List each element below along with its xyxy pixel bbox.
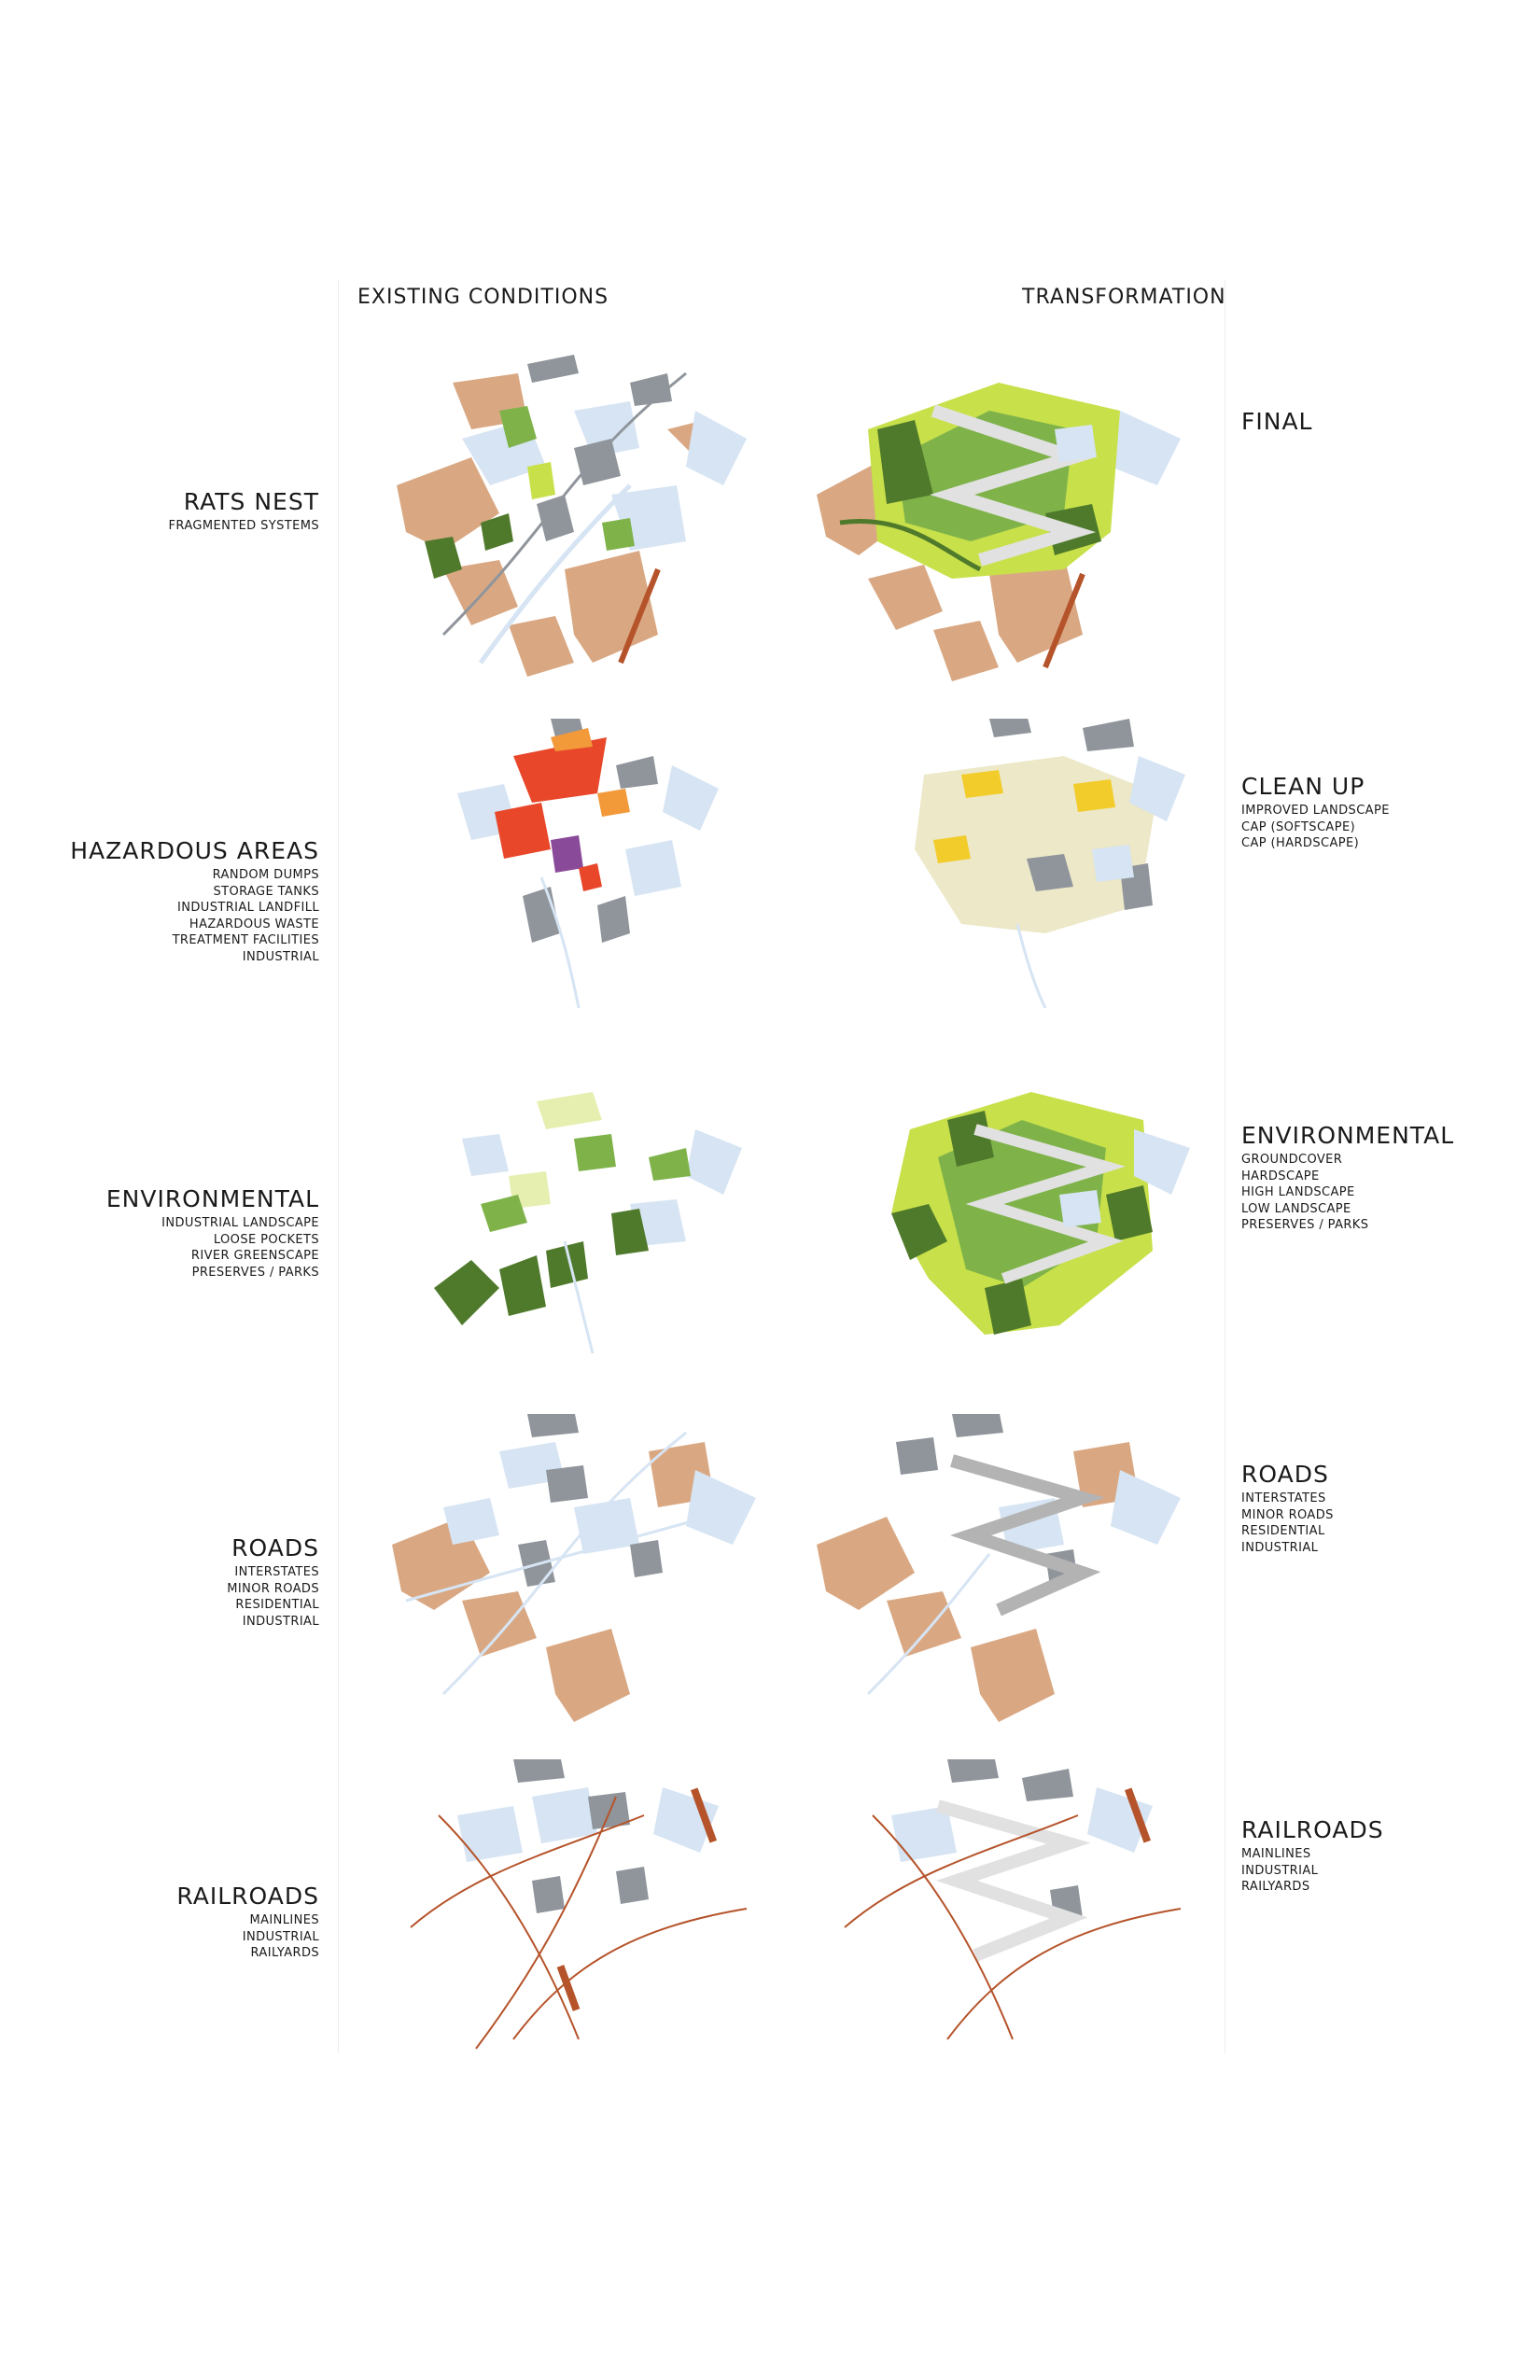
water-bodies <box>443 1442 756 1554</box>
rail-lines <box>844 1814 1182 2040</box>
row-title: ROADS <box>231 1534 319 1561</box>
rail-lines <box>410 1796 748 2050</box>
row-item: RAILYARDS <box>250 1946 319 1960</box>
row-title: ENVIRONMENTAL <box>105 1185 319 1212</box>
map-environmental-transformation <box>873 1083 1199 1363</box>
right-row-label-clean-up: CLEAN UP IMPROVED LANDSCAPE CAP (SOFTSCA… <box>1241 773 1521 852</box>
map-rats-nest-existing <box>387 355 761 691</box>
row-item: INDUSTRIAL <box>1241 1540 1319 1555</box>
map-roads-transformation <box>812 1414 1185 1731</box>
right-row-label-roads: ROADS INTERSTATES MINOR ROADS RESIDENTIA… <box>1241 1461 1521 1556</box>
map-final-transformation <box>812 355 1204 691</box>
row-item: CAP (SOFTSCAPE) <box>1241 819 1356 834</box>
row-item: STORAGE TANKS <box>213 884 319 899</box>
left-guide-line <box>338 280 339 2053</box>
row-item: INDUSTRIAL <box>1241 1863 1319 1878</box>
mid-green-patches <box>481 1134 691 1232</box>
row-item: MAINLINES <box>249 1913 319 1927</box>
preserves-parks <box>891 1111 1153 1335</box>
row-title: RAILROADS <box>1241 1816 1384 1843</box>
row-item: HAZARDOUS WASTE <box>189 917 319 931</box>
right-row-label-railroads: RAILROADS MAINLINES INDUSTRIAL RAILYARDS <box>1241 1816 1521 1896</box>
row-item: RAILYARDS <box>1241 1880 1310 1894</box>
left-row-label-roads: ROADS INTERSTATES MINOR ROADS RESIDENTIA… <box>39 1534 319 1630</box>
dark-green-patches <box>434 1209 649 1325</box>
row-item: MINOR ROADS <box>1241 1507 1334 1522</box>
row-title: HAZARDOUS AREAS <box>70 837 319 864</box>
row-item: RIVER GREENSCAPE <box>190 1249 319 1263</box>
row-title: FINAL <box>1241 408 1313 435</box>
left-row-label-environmental: ENVIRONMENTAL INDUSTRIAL LANDSCAPE LOOSE… <box>39 1185 319 1281</box>
row-item: LOW LANDSCAPE <box>1241 1201 1351 1216</box>
row-item: INTERSTATES <box>1241 1491 1326 1505</box>
row-title: RATS NEST <box>183 488 319 515</box>
zigzag-structure <box>935 1799 1091 1962</box>
row-item: RESIDENTIAL <box>1241 1524 1325 1538</box>
row-item: INDUSTRIAL <box>242 949 319 964</box>
row-title: ROADS <box>1241 1461 1329 1488</box>
row-title: RAILROADS <box>176 1883 319 1910</box>
row-item: INDUSTRIAL <box>242 1614 319 1629</box>
row-item: INTERSTATES <box>234 1565 319 1579</box>
residential-blocks <box>392 1442 714 1722</box>
left-row-label-railroads: RAILROADS MAINLINES INDUSTRIAL RAILYARDS <box>39 1883 319 1962</box>
row-item: INDUSTRIAL LANDFILL <box>177 901 319 915</box>
water-bodies <box>891 1787 1153 1862</box>
row-title: CLEAN UP <box>1241 773 1365 800</box>
hazard-zones <box>495 728 630 891</box>
right-row-label-environmental: ENVIRONMENTAL GROUNDCOVER HARDSCAPE HIGH… <box>1241 1122 1521 1234</box>
residential-blocks <box>817 1442 1139 1722</box>
water-bodies <box>457 1787 719 1862</box>
row-item: RANDOM DUMPS <box>212 868 319 882</box>
industrial-blocks <box>523 719 658 943</box>
zigzag-structure <box>949 1454 1105 1617</box>
row-item: LOOSE POCKETS <box>213 1232 319 1247</box>
left-row-label-rats-nest: RATS NEST FRAGMENTED SYSTEMS <box>39 488 319 535</box>
row-item: MAINLINES <box>1241 1847 1311 1861</box>
industrial-blocks <box>518 1414 663 1587</box>
row-item: CAP (HARDSCAPE) <box>1241 836 1360 850</box>
water-bodies <box>1055 425 1097 462</box>
map-railroads-transformation <box>835 1759 1190 2058</box>
row-item: INDUSTRIAL LANDSCAPE <box>161 1216 319 1230</box>
railyards <box>1124 1787 1152 1843</box>
row-item: TREATMENT FACILITIES <box>172 933 319 947</box>
existing-conditions-header: EXISTING CONDITIONS <box>357 286 609 309</box>
residential-blocks <box>397 373 705 677</box>
map-environmental-existing <box>425 1083 751 1363</box>
industrial-blocks <box>527 355 672 541</box>
water-bodies <box>1059 1129 1190 1227</box>
row-item: PRESERVES / PARKS <box>191 1265 319 1280</box>
row-title: ENVIRONMENTAL <box>1241 1122 1455 1149</box>
high-landscape <box>938 1120 1106 1288</box>
zigzag-structure <box>930 404 1097 567</box>
hardscape-zigzag <box>965 1124 1127 1284</box>
railyards <box>556 1787 718 2011</box>
industrial-blocks <box>513 1759 649 1913</box>
row-item: FRAGMENTED SYSTEMS <box>168 519 319 533</box>
row-item: RESIDENTIAL <box>235 1598 319 1612</box>
map-roads-existing <box>387 1414 761 1731</box>
row-item: INDUSTRIAL <box>242 1929 319 1944</box>
transformation-header: TRANSFORMATION <box>1022 286 1226 309</box>
green-patches <box>425 406 635 579</box>
map-hazardous-existing <box>439 719 756 1017</box>
row-item: IMPROVED LANDSCAPE <box>1241 804 1390 818</box>
map-railroads-existing <box>401 1759 756 2058</box>
water-bodies <box>1092 756 1185 882</box>
row-item: HARDSCAPE <box>1241 1169 1320 1183</box>
cap-hardscape <box>933 770 1115 891</box>
left-row-label-hazardous-areas: HAZARDOUS AREAS RANDOM DUMPS STORAGE TAN… <box>39 837 319 965</box>
map-clean-up-transformation <box>877 719 1213 1017</box>
row-item: GROUNDCOVER <box>1241 1153 1343 1167</box>
row-item: MINOR ROADS <box>227 1581 319 1596</box>
right-row-label-final: FINAL <box>1241 408 1521 436</box>
row-item: PRESERVES / PARKS <box>1241 1218 1369 1232</box>
row-item: HIGH LANDSCAPE <box>1241 1185 1355 1199</box>
